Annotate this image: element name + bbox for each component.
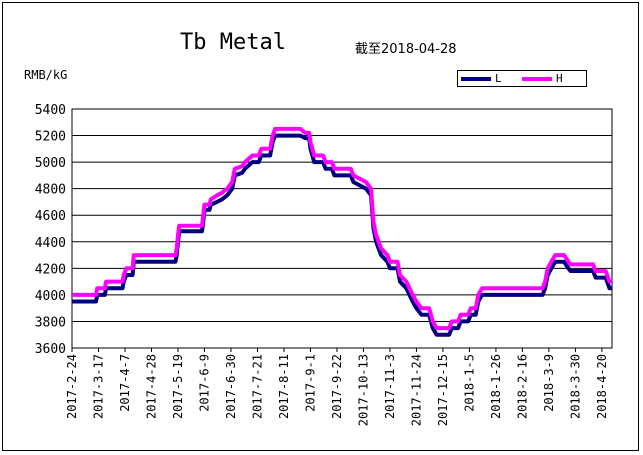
legend: L H: [457, 70, 587, 87]
x-tick-label: 2018-3-30: [568, 354, 582, 419]
y-tick-label: 3600: [35, 342, 66, 357]
y-tick-label: 5200: [35, 130, 66, 145]
x-tick-label: 2018-4-20: [595, 354, 609, 419]
x-tick-label: 2017-10-13: [356, 354, 370, 426]
x-tick-label: 2018-2-16: [515, 354, 529, 419]
x-tick-label: 2017-7-21: [250, 354, 264, 419]
y-tick-label: 3800: [35, 315, 66, 330]
x-tick-label: 2018-3-9: [542, 354, 556, 412]
legend-label-l: L: [495, 72, 502, 85]
x-tick-label: 2018-1-26: [489, 354, 503, 419]
x-tick-label: 2017-6-30: [224, 354, 238, 419]
y-tick-label: 4600: [35, 209, 66, 224]
y-tick-label: 5000: [35, 156, 66, 171]
x-tick-label: 2017-9-1: [303, 354, 317, 412]
x-tick-label: 2017-2-24: [65, 354, 79, 419]
series-line-h: [72, 126, 612, 331]
x-tick-label: 2018-1-5: [462, 354, 476, 412]
y-tick-label: 4400: [35, 236, 66, 251]
y-tick-label: 4200: [35, 262, 66, 277]
x-tick-label: 2017-11-3: [383, 354, 397, 419]
x-tick-label: 2017-12-15: [436, 354, 450, 426]
x-tick-label: 2017-9-22: [330, 354, 344, 419]
y-tick-label: 5400: [35, 103, 66, 118]
y-tick-label: 4800: [35, 183, 66, 198]
plot-border: [71, 108, 613, 349]
x-tick-label: 2017-5-19: [171, 354, 185, 419]
x-tick-label: 2017-4-28: [144, 354, 158, 419]
legend-swatch-l: [461, 77, 491, 81]
x-tick-label: 2017-8-11: [277, 354, 291, 419]
chart-title: Tb Metal: [180, 30, 286, 55]
legend-label-h: H: [556, 72, 563, 85]
date-label: 截至2018-04-28: [355, 42, 457, 57]
y-axis-unit-label: RMB/kG: [24, 68, 68, 82]
x-tick-label: 2017-6-9: [197, 354, 211, 412]
series-line-l: [72, 133, 612, 337]
x-tick-label: 2017-3-17: [91, 354, 105, 419]
legend-swatch-h: [522, 77, 552, 81]
y-tick-label: 4000: [35, 289, 66, 304]
x-tick-label: 2017-11-24: [409, 354, 423, 426]
x-tick-label: 2017-4-7: [118, 354, 132, 412]
